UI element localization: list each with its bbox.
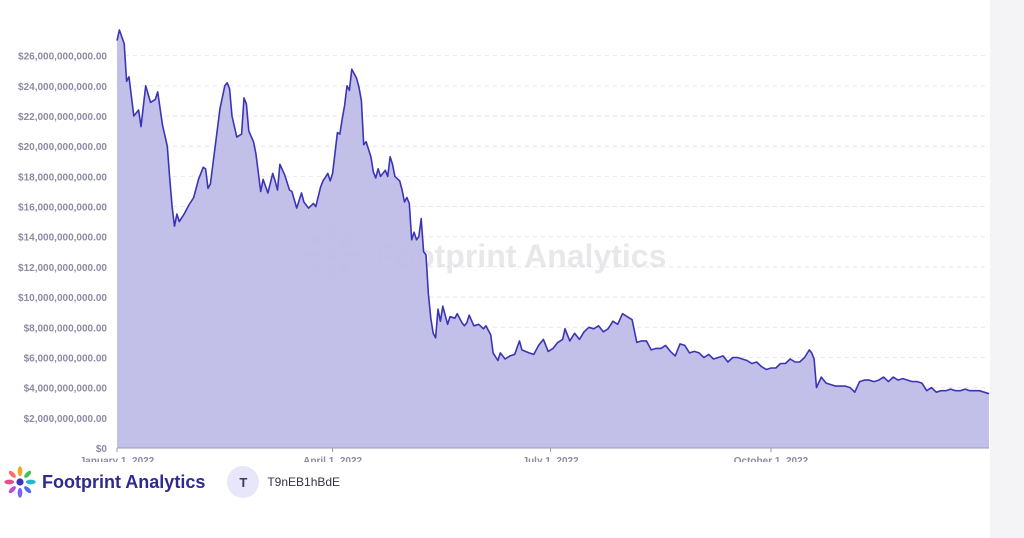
avatar: T [227,466,260,498]
y-tick-label: $10,000,000,000.00 [18,293,107,304]
footprint-flower-icon [4,466,36,498]
y-tick-label: $12,000,000,000.00 [18,263,107,274]
area-chart: Footprint Analytics $0$2,000,000,000.00$… [18,29,990,462]
y-tick-label: $16,000,000,000.00 [18,203,107,214]
series-line [116,29,990,395]
brand[interactable]: Footprint Analytics [2,464,205,500]
y-tick-label: $4,000,000,000.00 [24,384,108,395]
y-tick-label: $2,000,000,000.00 [24,414,108,425]
brand-name: Footprint Analytics [42,471,206,492]
y-tick-label: $22,000,000,000.00 [18,112,107,123]
x-tick-label: January 1, 2022 [80,456,155,462]
x-tick-label: April 1, 2022 [303,456,362,462]
chart-footer: Footprint Analytics T T9nEB1hBdE [0,462,340,502]
y-tick-label: $6,000,000,000.00 [24,353,108,364]
right-side-panel [990,0,1024,538]
y-tick-label: $14,000,000,000.00 [18,233,107,244]
y-tick-label: $20,000,000,000.00 [18,142,107,153]
y-tick-label: $18,000,000,000.00 [18,172,107,183]
y-axis-ticks: $0 $2,000,000,000.00 $4,000,000,000.00 $6,0… [18,52,107,455]
username: T9nEB1hBdE [267,475,341,489]
x-axis-ticks: January 1, 2022 April 1, 2022 July 1, 2022… [80,448,809,462]
y-tick-label: $24,000,000,000.00 [18,82,107,93]
y-tick-label: $26,000,000,000.00 [18,52,107,63]
x-tick-label: July 1, 2022 [523,456,580,462]
y-tick-label: $0 [96,444,108,455]
series-area [117,30,989,448]
x-tick-label: October 1, 2022 [734,456,809,462]
y-tick-label: $8,000,000,000.00 [24,323,108,334]
user-chip[interactable]: T T9nEB1hBdE [227,466,340,498]
